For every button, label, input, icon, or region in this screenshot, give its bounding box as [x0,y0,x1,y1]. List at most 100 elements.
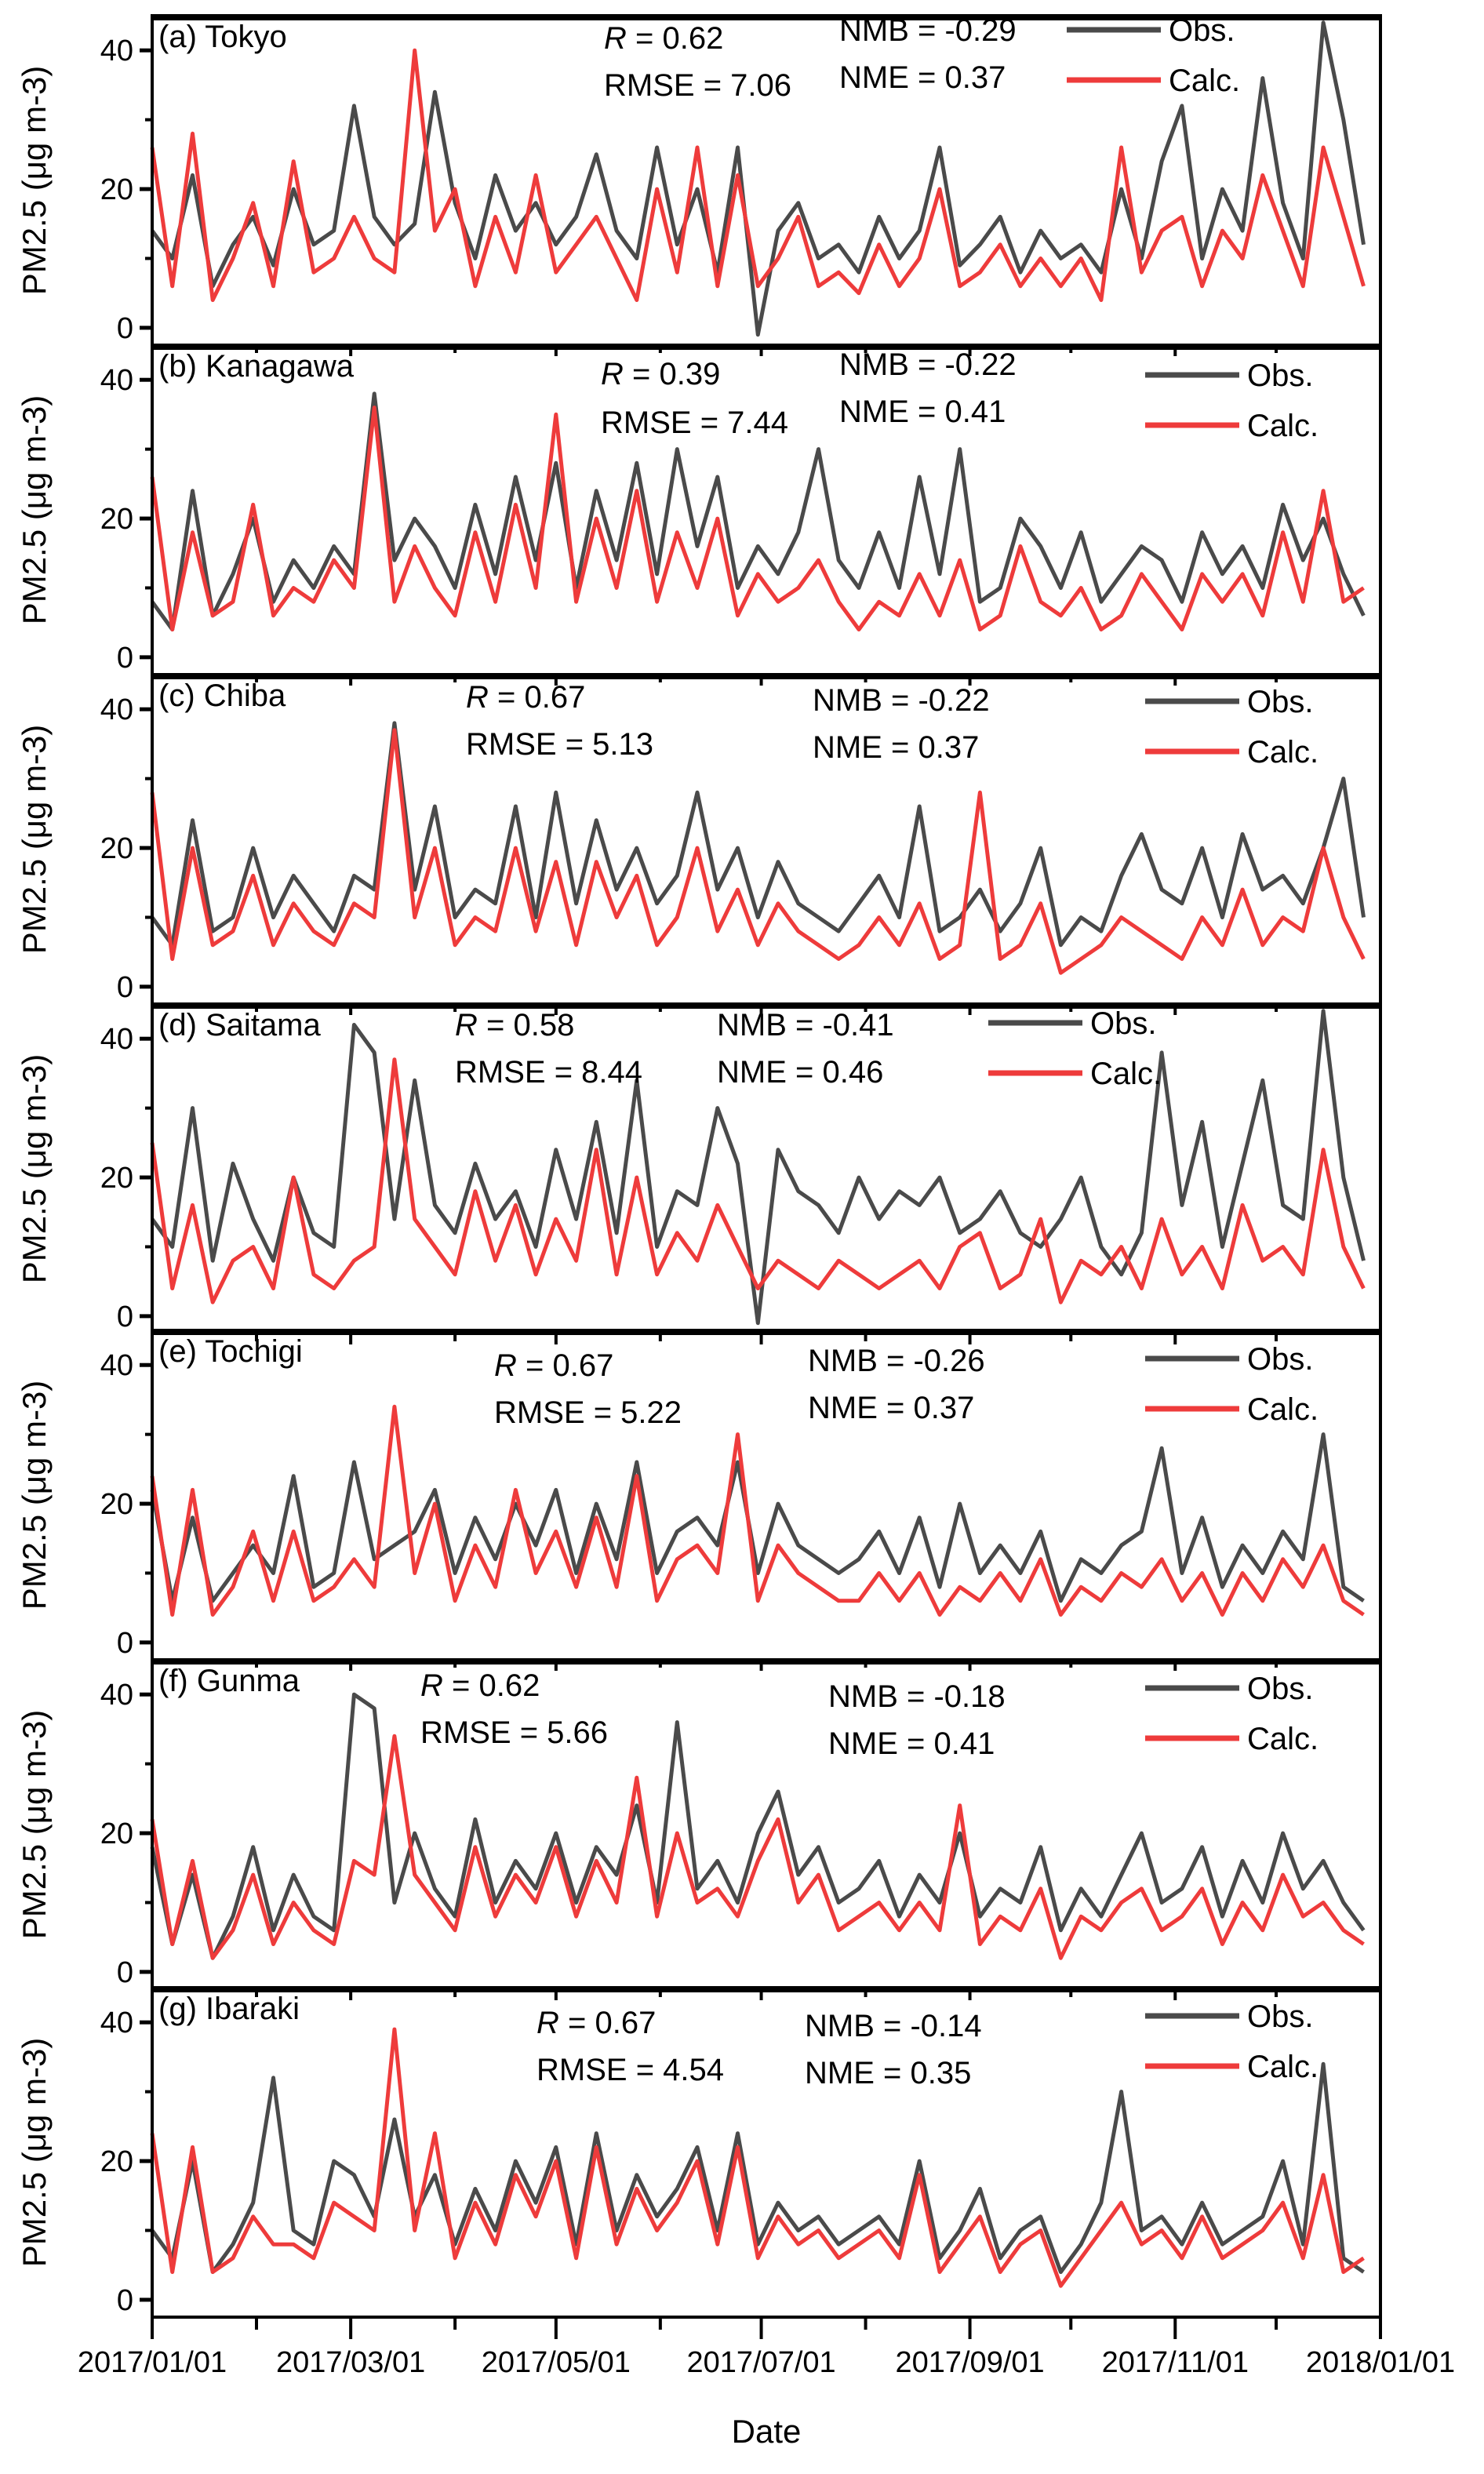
obs-series-line [150,1692,1366,1960]
equals-sign: = [585,1395,621,1430]
r-stat: R = 0.67 [494,1348,613,1383]
nmb-stat-label: NMB [828,1679,898,1714]
nmb-stat-label: NMB [717,1008,787,1042]
r-stat: R = 0.62 [604,21,723,56]
equals-sign: = [517,1348,553,1383]
plot-frame [151,1986,1382,2319]
legend-obs-label: Obs. [1169,13,1235,48]
equals-sign: = [878,1344,914,1378]
equals-sign: = [875,2056,911,2090]
equals-sign: = [627,2053,664,2087]
nme-stat: NME = 0.35 [805,2056,971,2090]
nmb-stat-label: NMB [839,13,909,48]
y-tick-label: 20 [100,832,133,865]
equals-sign: = [624,357,660,391]
equals-sign: = [627,21,663,56]
r-stat: R = 0.62 [420,1668,540,1703]
nmb-stat-value: -0.18 [933,1679,1005,1714]
legend-obs-label: Obs. [1247,685,1313,719]
r-stat-value: 0.67 [552,1348,613,1383]
y-tick-label: 40 [100,35,133,67]
x-tick-label: 2017/11/01 [1102,2346,1249,2379]
nme-stat-value: 0.37 [944,60,1006,95]
rmse-stat-label: RMSE [536,2053,627,2087]
rmse-stat-label: RMSE [466,727,557,762]
nme-stat-label: NME [813,730,882,765]
r-stat-label: R [536,2006,559,2040]
plot-frame [151,1329,1382,1661]
equals-sign: = [898,1679,934,1714]
y-tick-label: 0 [117,312,133,345]
y-tick-label: 0 [117,642,133,675]
nme-stat: NME = 0.41 [828,1726,995,1761]
obs-series-line [150,2061,1365,2274]
rmse-stat-label: RMSE [601,406,692,440]
legend-obs-label: Obs. [1247,1999,1313,2034]
r-stat-label: R [466,680,489,715]
equals-sign: = [695,68,731,103]
rmse-stat-value: 8.44 [581,1055,642,1090]
y-tick-label: 20 [100,1488,133,1521]
r-stat-value: 0.62 [478,1668,540,1703]
rmse-stat-value: 7.06 [730,68,791,103]
nmb-stat-value: -0.22 [918,683,989,718]
obs-series-line [150,20,1366,337]
nmb-stat: NMB = -0.22 [813,683,990,718]
nme-stat: NME = 0.37 [839,60,1006,95]
rmse-stat-value: 4.54 [663,2053,724,2087]
rmse-stat-value: 5.22 [620,1395,682,1430]
nme-stat-value: 0.41 [944,395,1006,429]
nmb-stat: NMB = -0.26 [808,1344,985,1378]
plot-frame [151,673,1382,1006]
r-stat-label: R [601,357,624,391]
equals-sign: = [489,680,525,715]
x-tick-label: 2017/07/01 [686,2346,835,2379]
r-stat-value: 0.58 [513,1008,574,1042]
panel-title: (a) Tokyo [158,20,287,54]
nmb-stat: NMB = -0.41 [717,1008,894,1042]
y-tick-label: 40 [100,1023,133,1056]
equals-sign: = [909,395,945,429]
panel-title: (f) Gunma [158,1664,300,1698]
r-stat-label: R [455,1008,478,1042]
equals-sign: = [909,60,945,95]
y-axis-title: PM2.5 (μg m-3) [16,1381,53,1610]
legend-obs-label: Obs. [1247,1672,1313,1706]
nmb-stat: NMB = -0.22 [839,347,1017,382]
equals-sign: = [511,1715,547,1750]
nmb-stat: NMB = -0.29 [839,13,1017,48]
y-tick-label: 20 [100,1162,133,1195]
equals-sign: = [909,13,945,48]
panel-c-chiba: 0 20 40 PM2.5 (μg m-3) (c) Chiba R = 0.67 RMSE… [16,673,1382,1015]
nmb-stat-value: -0.26 [913,1344,984,1378]
equals-sign: = [787,1055,823,1090]
equals-sign: = [692,406,728,440]
rmse-stat: RMSE = 5.66 [420,1715,608,1750]
r-stat-label: R [494,1348,517,1383]
calc-series-line [150,728,1366,975]
y-axis-title: PM2.5 (μg m-3) [16,1054,53,1284]
nme-stat: NME = 0.37 [808,1391,974,1425]
nme-stat-value: 0.37 [918,730,979,765]
calc-series-line [150,1734,1365,1960]
panel-title: (b) Kanagawa [158,349,355,384]
nme-stat: NME = 0.46 [717,1055,883,1090]
obs-series-line [150,721,1366,948]
nme-stat-label: NME [828,1726,898,1761]
legend-calc-label: Calc. [1169,64,1240,98]
rmse-stat: RMSE = 7.06 [604,68,791,103]
panel-g-ibaraki: 0 20 40 PM2.5 (μg m-3) (g) Ibaraki R = 0.67 RM… [16,1986,1382,2339]
panel-a-tokyo: 0 20 40 PM2.5 (μg m-3) (a) Tokyo R = 0.62 RMSE… [16,13,1382,356]
y-axis-title: PM2.5 (μg m-3) [16,725,53,955]
y-axis-title: PM2.5 (μg m-3) [16,2038,53,2268]
x-tick-label: 2017/09/01 [895,2346,1044,2379]
y-tick-label: 20 [100,503,133,536]
calc-series-line [150,48,1366,302]
nmb-stat-value: -0.29 [944,13,1016,48]
y-tick-label: 0 [117,971,133,1004]
nme-stat-value: 0.37 [913,1391,974,1425]
x-tick-label: 2017/05/01 [482,2346,631,2379]
y-axis-title: PM2.5 (μg m-3) [16,66,53,296]
y-tick-label: 40 [100,2006,133,2039]
